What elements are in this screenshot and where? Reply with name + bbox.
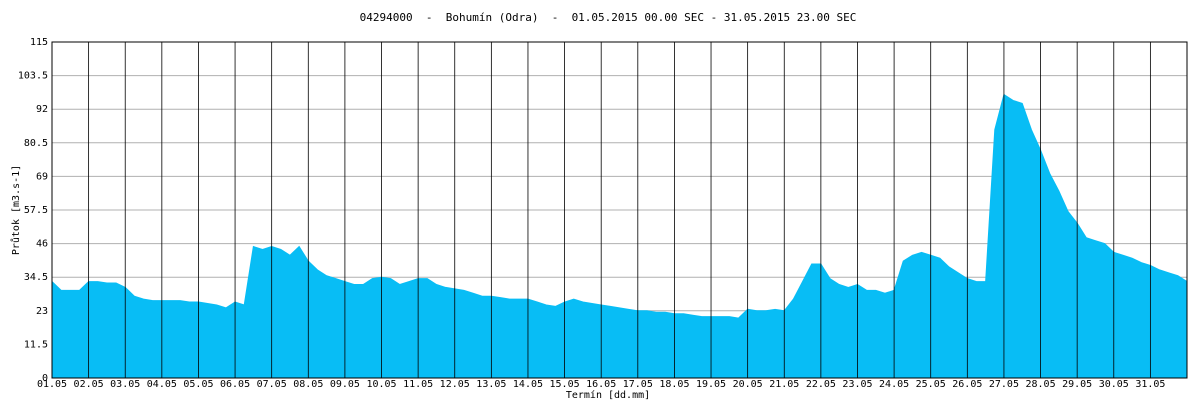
- x-axis-label: Termín [dd.mm]: [566, 389, 650, 401]
- x-tick-label: 18.05: [659, 379, 689, 390]
- plot-frame: [51, 41, 1188, 379]
- x-tick-label: 31.05: [1135, 379, 1165, 390]
- x-tick-label: 08.05: [293, 379, 323, 390]
- x-tick-label: 23.05: [842, 379, 872, 390]
- x-tick-label: 20.05: [733, 379, 763, 390]
- x-tick-label: 10.05: [366, 379, 396, 390]
- x-tick-label: 21.05: [769, 379, 799, 390]
- y-axis-label: Průtok [m3.s-1]: [10, 165, 22, 255]
- y-tick-label: 46: [36, 239, 48, 250]
- y-tick-label: 92: [36, 104, 48, 115]
- x-tick-label: 11.05: [403, 379, 433, 390]
- x-tick-label: 09.05: [330, 379, 360, 390]
- x-tick-label: 02.05: [74, 379, 104, 390]
- x-tick-label: 14.05: [513, 379, 543, 390]
- x-tick-label: 01.05: [37, 379, 67, 390]
- y-tick-label: 11.5: [24, 339, 48, 350]
- x-tick-label: 25.05: [916, 379, 946, 390]
- x-tick-label: 30.05: [1099, 379, 1129, 390]
- x-tick-label: 03.05: [110, 379, 140, 390]
- x-tick-label: 19.05: [696, 379, 726, 390]
- x-tick-label: 28.05: [1025, 379, 1055, 390]
- y-tick-label: 57.5: [24, 205, 48, 216]
- y-tick-label: 0: [42, 373, 48, 384]
- x-tick-label: 04.05: [147, 379, 177, 390]
- x-tick-label: 24.05: [879, 379, 909, 390]
- x-tick-label: 12.05: [440, 379, 470, 390]
- x-tick-label: 15.05: [550, 379, 580, 390]
- x-tick-label: 26.05: [952, 379, 982, 390]
- x-tick-label: 07.05: [257, 379, 287, 390]
- y-tick-label: 80.5: [24, 138, 48, 149]
- x-tick-label: 22.05: [806, 379, 836, 390]
- y-tick-label: 103.5: [18, 71, 48, 82]
- y-tick-label: 34.5: [24, 272, 48, 283]
- x-tick-label: 27.05: [989, 379, 1019, 390]
- x-tick-label: 17.05: [623, 379, 653, 390]
- x-tick-label: 13.05: [476, 379, 506, 390]
- y-tick-label: 23: [36, 306, 48, 317]
- chart-title: 04294000 - Bohumín (Odra) - 01.05.2015 0…: [360, 11, 857, 24]
- area: [51, 93, 1188, 379]
- x-tick-label: 06.05: [220, 379, 250, 390]
- x-tick-label: 05.05: [183, 379, 213, 390]
- y-tick-label: 115: [30, 37, 48, 48]
- y-tick-label: 69: [36, 171, 48, 182]
- x-tick-label: 29.05: [1062, 379, 1092, 390]
- x-tick-label: 16.05: [586, 379, 616, 390]
